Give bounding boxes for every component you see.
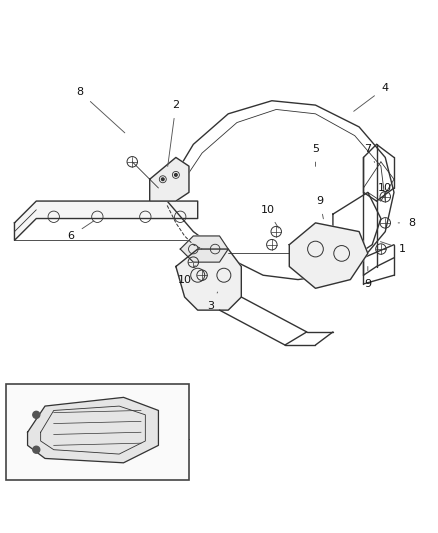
Text: 4: 4: [353, 83, 388, 111]
Polygon shape: [28, 398, 158, 463]
Text: 9: 9: [315, 196, 323, 219]
Text: 5: 5: [311, 144, 318, 166]
Text: 3: 3: [207, 292, 217, 311]
Text: 6: 6: [67, 221, 94, 241]
Text: 10: 10: [177, 265, 195, 285]
Circle shape: [174, 174, 177, 176]
Polygon shape: [176, 249, 241, 310]
Text: 8: 8: [76, 87, 124, 133]
Text: 9: 9: [364, 266, 371, 289]
FancyBboxPatch shape: [6, 384, 188, 480]
Text: 2: 2: [167, 100, 179, 166]
Circle shape: [33, 446, 40, 453]
Text: 8: 8: [397, 218, 414, 228]
Text: 7: 7: [364, 144, 374, 163]
Circle shape: [33, 411, 40, 418]
Text: 10: 10: [260, 205, 278, 228]
Polygon shape: [180, 236, 228, 262]
Text: 11: 11: [162, 429, 191, 442]
Polygon shape: [149, 157, 188, 201]
Text: 10: 10: [378, 183, 392, 197]
Text: 1: 1: [380, 241, 405, 254]
Polygon shape: [14, 201, 197, 240]
Circle shape: [161, 178, 164, 181]
Polygon shape: [289, 223, 367, 288]
